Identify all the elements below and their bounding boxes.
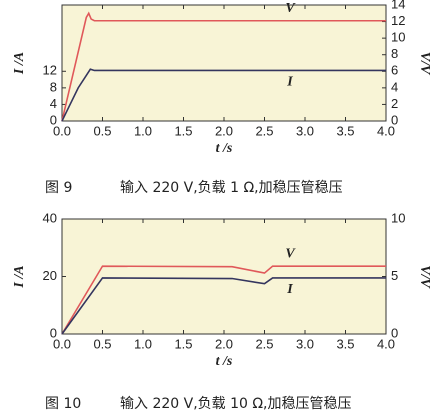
caption: 输入 220 V,负载 1 Ω,加稳压管稳压: [120, 180, 343, 196]
y2-tick-label: 2: [391, 96, 398, 111]
series-label: I: [286, 75, 293, 90]
series-line: [61, 68, 386, 122]
x-axis-label: t /s: [216, 141, 233, 156]
y2-tick-label: 4: [391, 79, 398, 94]
y2-tick-label: 14: [391, 0, 405, 11]
y2-tick-label: 5: [391, 268, 398, 283]
x-axis-label: t /s: [216, 354, 233, 369]
series-line: [61, 11, 386, 122]
x-tick-label: 1.0: [134, 336, 152, 351]
y2-tick-label: 10: [391, 30, 405, 45]
plot-area: [61, 4, 387, 122]
figure-label: 图 9: [45, 180, 72, 196]
y2-tick-label: 12: [391, 13, 405, 28]
y2-tick-label: 8: [391, 46, 398, 61]
figure-label: 图 10: [45, 396, 81, 412]
y2-axis-label: V/V: [417, 265, 432, 289]
x-tick-label: 4.0: [377, 123, 395, 138]
plot-area: [61, 218, 387, 335]
series-label: I: [286, 282, 293, 297]
x-tick-label: 0.5: [93, 123, 111, 138]
y-tick-label: 12: [43, 63, 57, 78]
series-label: V: [285, 1, 296, 16]
x-tick-label: 2.5: [255, 123, 273, 138]
caption: 输入 220 V,负载 10 Ω,加稳压管稳压: [120, 396, 352, 412]
x-tick-label: 1.0: [134, 123, 152, 138]
y2-tick-label: 0: [391, 112, 398, 127]
x-tick-label: 3.5: [336, 123, 354, 138]
y-tick-label: 0: [50, 325, 57, 340]
x-tick-label: 2.0: [215, 123, 233, 138]
series-label: V: [285, 246, 296, 261]
y2-tick-label: 0: [391, 325, 398, 340]
x-tick-label: 2.5: [255, 336, 273, 351]
x-tick-label: 0.0: [53, 123, 71, 138]
y-tick-label: 20: [43, 268, 57, 283]
x-tick-label: 1.5: [174, 123, 192, 138]
y2-tick-label: 10: [391, 210, 405, 225]
x-tick-label: 4.0: [377, 336, 395, 351]
y2-axis-label: V/V: [417, 52, 432, 76]
y-tick-label: 8: [50, 79, 57, 94]
y-tick-label: 40: [43, 210, 57, 225]
y2-tick-label: 6: [391, 63, 398, 78]
series-line: [61, 265, 386, 335]
x-tick-label: 1.5: [174, 336, 192, 351]
x-tick-label: 3.5: [336, 336, 354, 351]
y-axis-label: I /A: [12, 52, 27, 75]
y-tick-label: 4: [50, 96, 57, 111]
x-tick-label: 3.0: [296, 336, 314, 351]
series-line: [61, 277, 386, 335]
y-axis-label: I /A: [12, 265, 27, 288]
x-tick-label: 0.5: [93, 336, 111, 351]
x-tick-label: 2.0: [215, 336, 233, 351]
x-tick-label: 0.0: [53, 336, 71, 351]
x-tick-label: 3.0: [296, 123, 314, 138]
y-tick-label: 0: [50, 112, 57, 127]
